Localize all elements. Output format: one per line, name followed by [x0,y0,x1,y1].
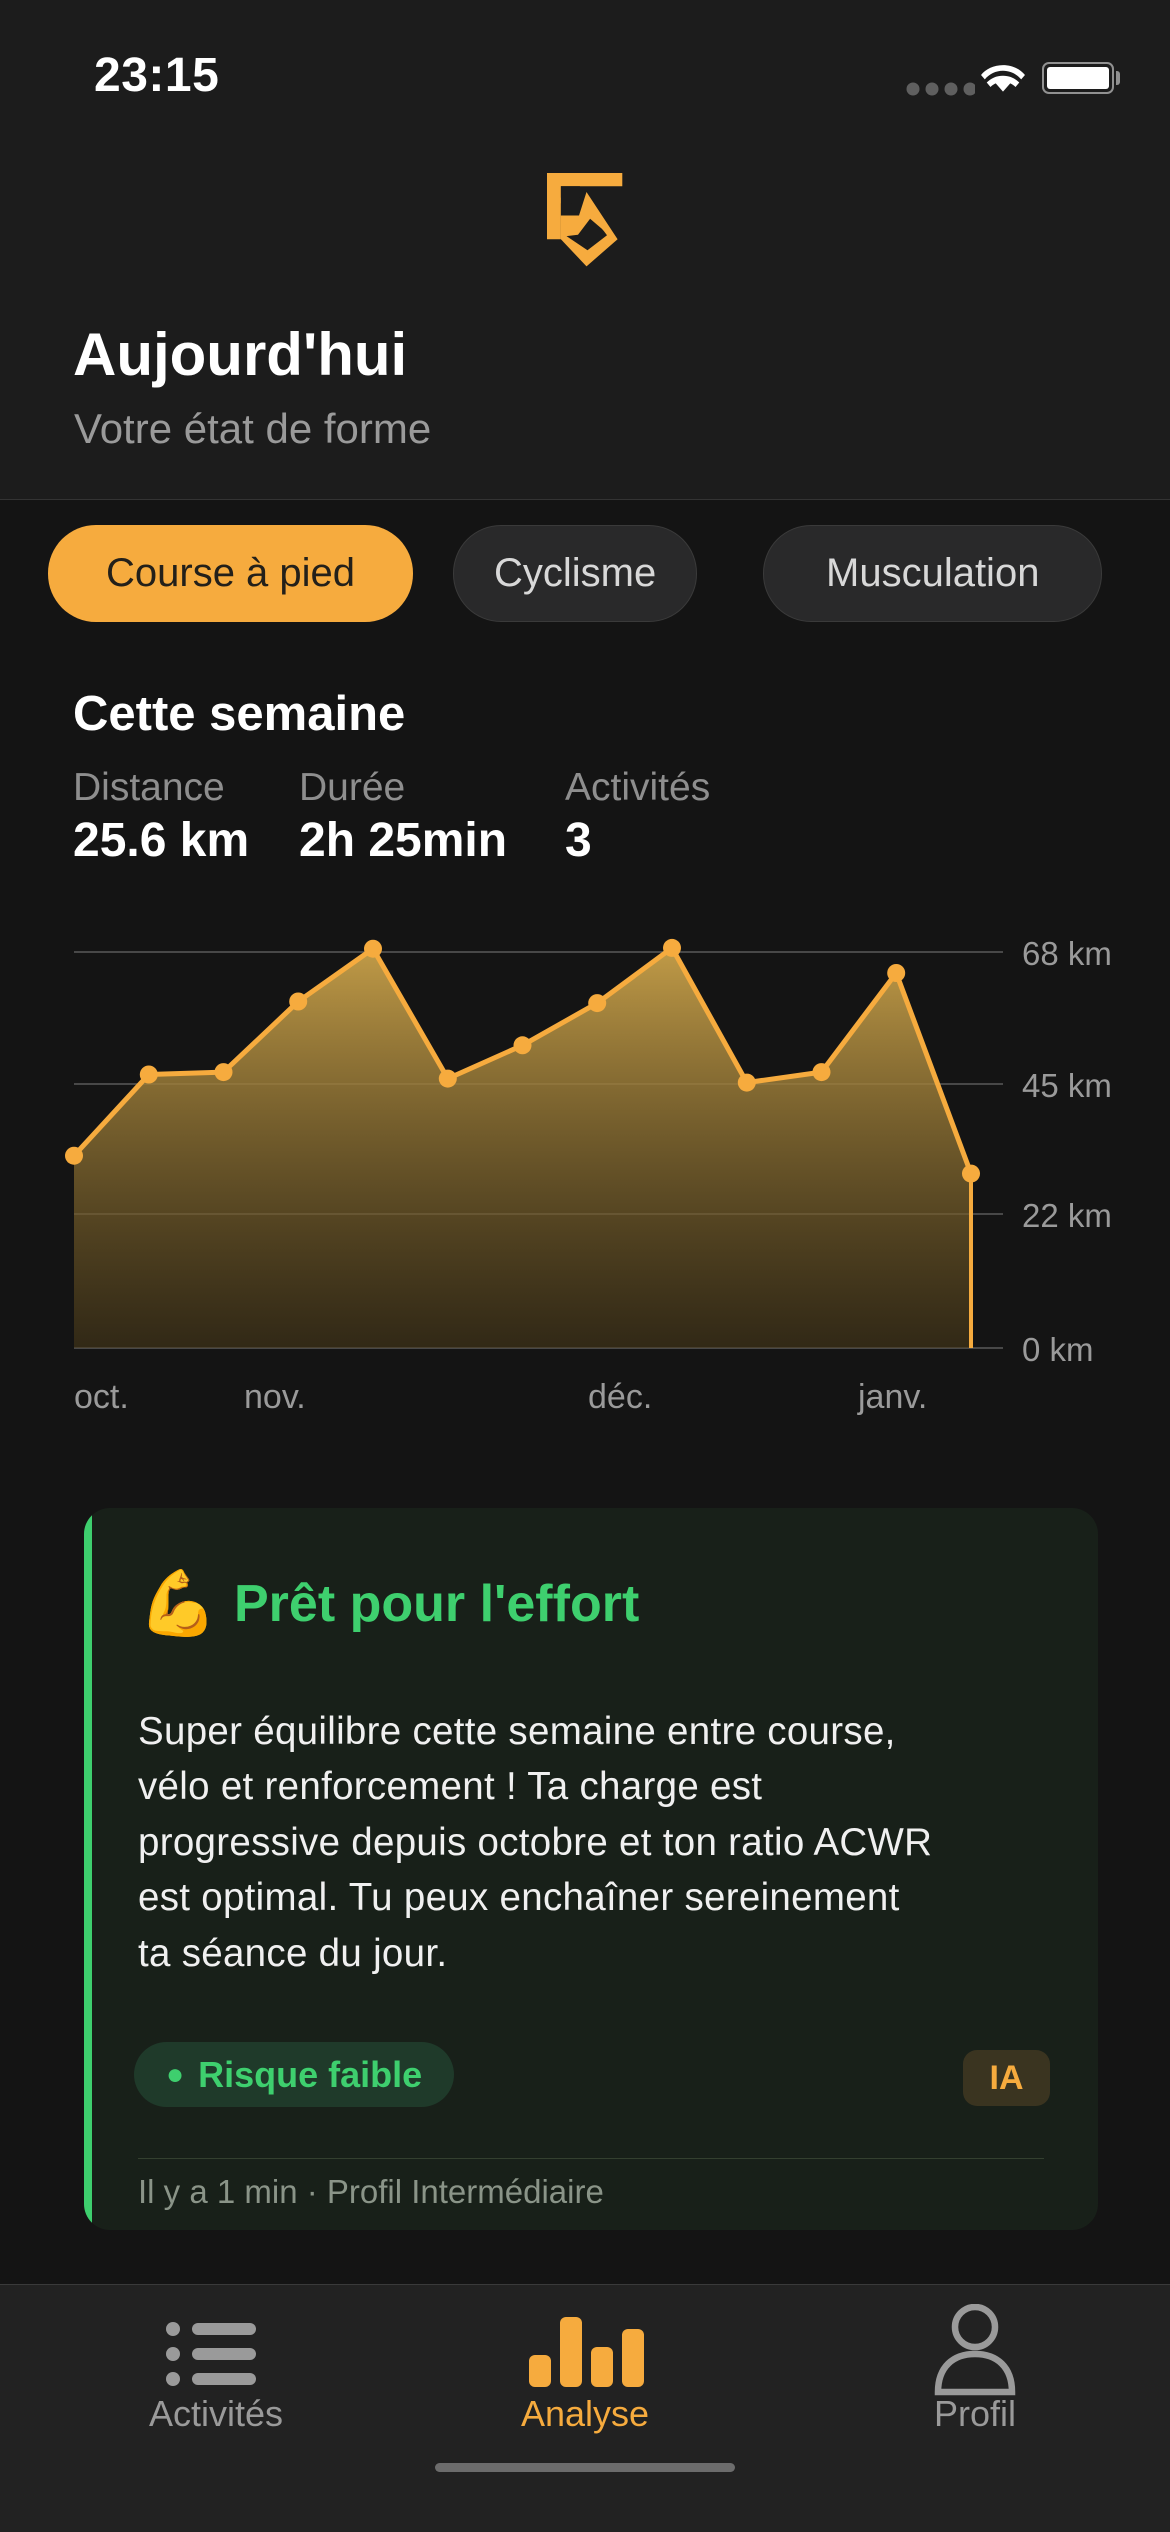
svg-text:déc.: déc. [588,1378,652,1416]
svg-text:nov.: nov. [244,1378,306,1416]
svg-text:oct.: oct. [74,1378,129,1416]
svg-text:45 km: 45 km [1022,1067,1112,1104]
svg-text:0 km: 0 km [1022,1331,1094,1368]
svg-text:68 km: 68 km [1022,935,1112,972]
svg-text:janv.: janv. [857,1378,927,1416]
svg-text:22 km: 22 km [1022,1197,1112,1234]
